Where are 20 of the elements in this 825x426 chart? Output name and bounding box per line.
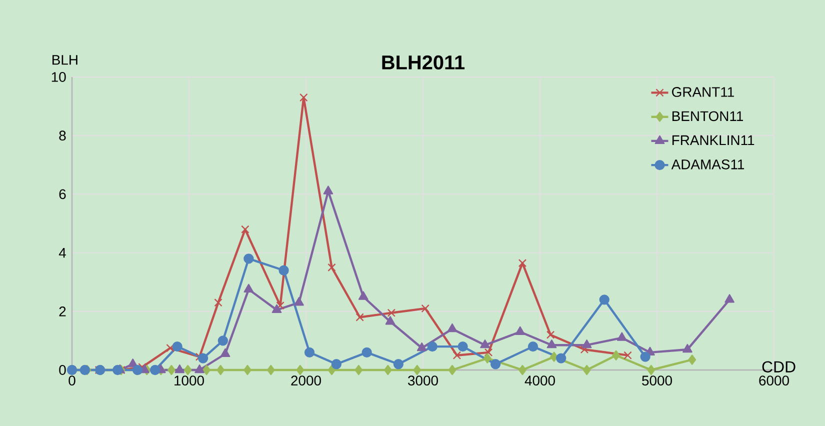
- legend-label: GRANT11: [672, 87, 734, 97]
- x-tick-label: 2000: [291, 376, 321, 386]
- y-tick-label: 4: [58, 248, 66, 258]
- x-tick-label: 3000: [408, 376, 438, 386]
- legend-label: FRANKLIN11: [672, 135, 754, 146]
- y-tick-label: 0: [59, 365, 66, 375]
- chart-title: BLH2011: [382, 55, 465, 70]
- y-axis-title: BLH: [52, 55, 78, 65]
- x-tick-label: 4000: [524, 376, 555, 386]
- y-tick-label: 6: [59, 189, 66, 200]
- x-tick-label: 1000: [174, 376, 204, 386]
- x-tick-label: 6000: [759, 376, 789, 386]
- y-tick-label: 10: [52, 72, 66, 82]
- y-tick-label: 2: [59, 306, 66, 316]
- legend-label: BENTON11: [672, 111, 743, 122]
- x-axis-title: CDD: [762, 361, 796, 372]
- x-tick-label: 0: [68, 376, 76, 386]
- x-tick-label: 5000: [642, 376, 672, 386]
- legend-label: ADAMAS11: [671, 159, 744, 170]
- y-tick-label: 8: [59, 130, 66, 141]
